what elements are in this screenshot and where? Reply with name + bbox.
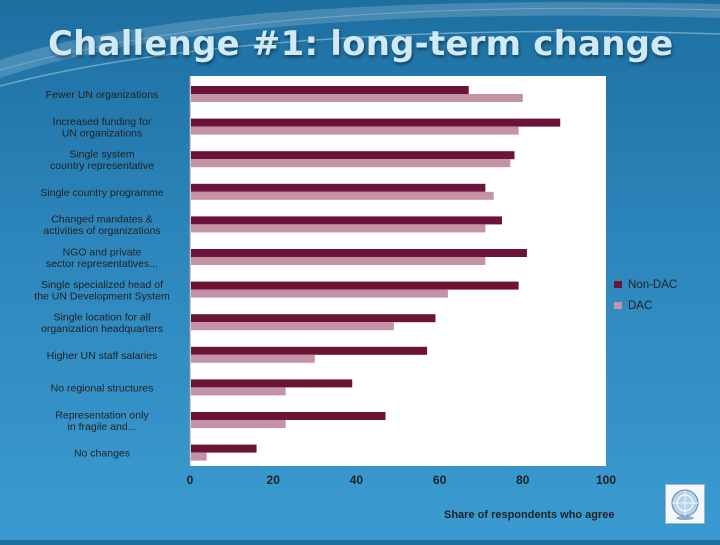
- category-label-7: Single location for all organization head…: [41, 311, 163, 335]
- x-tick-100: 100: [596, 473, 616, 487]
- bar-non-dac-1: [191, 118, 561, 127]
- bar-dac-3: [191, 191, 494, 200]
- category-label-1: Increased funding for UN organizations: [53, 116, 152, 140]
- plot-area: [190, 76, 606, 466]
- x-axis-ticks: 0 20 40 60 80 100: [187, 473, 617, 487]
- bar-non-dac-11: [191, 444, 257, 453]
- bar-non-dac-4: [191, 216, 502, 225]
- category-label-5: NGO and private sector representatives...: [46, 246, 158, 270]
- bar-dac-1: [191, 126, 519, 135]
- bar-non-dac-7: [191, 314, 436, 323]
- category-label-8: Higher UN staff salaries: [47, 350, 158, 362]
- category-label-9: No regional structures: [51, 382, 154, 394]
- title-swoosh-decoration: [0, 2, 720, 87]
- bar-dac-7: [191, 322, 394, 331]
- bar-non-dac-10: [191, 412, 386, 420]
- un-emblem-icon: [665, 484, 705, 524]
- bar-non-dac-9: [191, 379, 353, 388]
- x-tick-80: 80: [516, 473, 530, 487]
- bar-non-dac-2: [191, 151, 515, 160]
- legend-label-dac: DAC: [628, 300, 652, 312]
- bar-dac-0: [191, 94, 523, 102]
- category-label-11: No changes: [74, 448, 130, 460]
- category-label-4: Changed mandates & activities of organiza…: [43, 214, 160, 238]
- category-label-6: Single specialized head of the UN Develop…: [34, 279, 170, 303]
- legend-label-non-dac: Non-DAC: [628, 279, 677, 291]
- bar-dac-5: [191, 257, 486, 265]
- bar-non-dac-8: [191, 346, 428, 355]
- category-label-10: Representation only in fragile and...: [55, 409, 149, 433]
- x-tick-60: 60: [433, 473, 447, 487]
- legend: Non-DAC DAC: [614, 279, 677, 312]
- bar-dac-11: [191, 452, 207, 461]
- bar-dac-2: [191, 159, 511, 168]
- x-tick-0: 0: [187, 473, 194, 487]
- bar-dac-8: [191, 354, 315, 363]
- bar-non-dac-5: [191, 249, 527, 257]
- bar-dac-10: [191, 420, 286, 428]
- category-label-3: Single country programme: [40, 187, 163, 199]
- bar-non-dac-0: [191, 86, 469, 94]
- bar-non-dac-3: [191, 183, 486, 192]
- bar-dac-6: [191, 289, 448, 298]
- legend-swatch-non-dac: [614, 281, 622, 288]
- bar-dac-4: [191, 224, 486, 233]
- x-axis-title: Share of respondents who agree: [444, 509, 615, 521]
- category-label-2: Single system country representative: [50, 148, 154, 172]
- x-tick-40: 40: [350, 473, 364, 487]
- x-tick-20: 20: [267, 473, 281, 487]
- bar-chart: Fewer UN organizations Increased funding …: [0, 70, 720, 545]
- bar-dac-9: [191, 387, 286, 396]
- bar-non-dac-6: [191, 281, 519, 290]
- bars-group: [191, 86, 561, 461]
- legend-swatch-dac: [614, 302, 622, 309]
- chart-svg: Fewer UN organizations Increased funding …: [34, 76, 677, 521]
- slide-title: Challenge #1: long-term change: [48, 24, 674, 64]
- category-labels: Fewer UN organizations Increased funding …: [34, 89, 170, 460]
- category-label-0: Fewer UN organizations: [46, 89, 159, 101]
